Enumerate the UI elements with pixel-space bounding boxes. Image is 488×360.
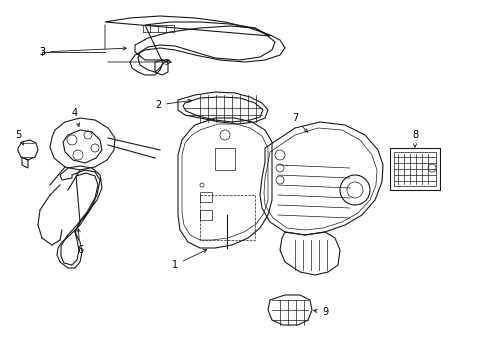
Text: 6: 6	[77, 229, 83, 255]
Text: 4: 4	[72, 108, 80, 126]
Text: 8: 8	[411, 130, 417, 147]
Text: 5: 5	[15, 130, 23, 145]
Text: 3: 3	[39, 47, 126, 57]
Text: 1: 1	[172, 249, 206, 270]
Text: 7: 7	[291, 113, 307, 132]
Text: 9: 9	[313, 307, 327, 317]
Text: 2: 2	[155, 99, 191, 110]
Text: 3: 3	[39, 47, 45, 57]
